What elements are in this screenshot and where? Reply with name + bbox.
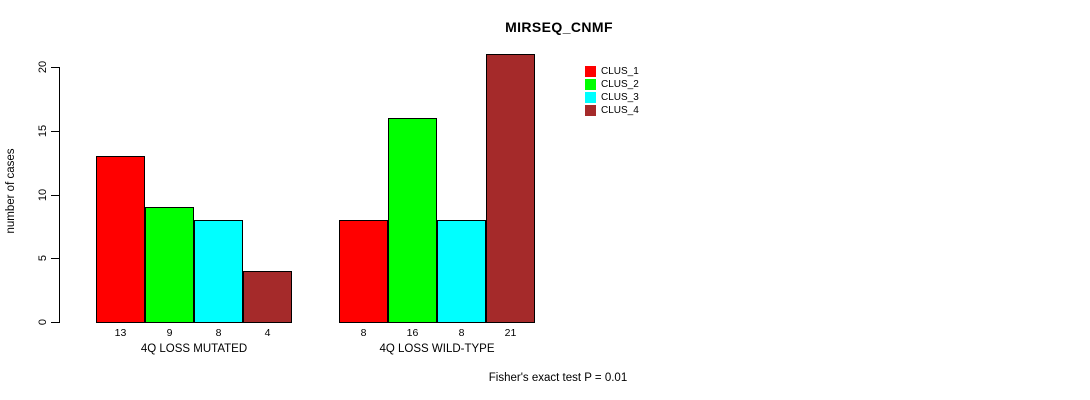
- bar-value-label: 8: [215, 327, 222, 339]
- legend-swatch-clus_3: [585, 92, 596, 103]
- bar-value-label: 9: [166, 327, 173, 339]
- stat-annotation: Fisher's exact test P = 0.01: [488, 372, 628, 384]
- legend-label: CLUS_3: [601, 92, 639, 103]
- y-tick-mark: [51, 322, 59, 323]
- legend-row: CLUS_3: [585, 91, 639, 104]
- bar-clus_3-group2: [437, 220, 486, 323]
- legend: CLUS_1 CLUS_2 CLUS_3 CLUS_4: [585, 65, 639, 117]
- bar-clus_2-group1: [145, 207, 194, 323]
- bar-value-label: 21: [504, 327, 517, 339]
- legend-row: CLUS_4: [585, 104, 639, 117]
- legend-swatch-clus_1: [585, 66, 596, 77]
- y-tick-mark: [51, 67, 59, 68]
- legend-label: CLUS_4: [601, 105, 639, 116]
- legend-label: CLUS_1: [601, 66, 639, 77]
- bar-value-label: 8: [360, 327, 367, 339]
- legend-row: CLUS_1: [585, 65, 639, 78]
- bar-value-label: 4: [264, 327, 271, 339]
- y-tick-label: 0: [37, 318, 49, 326]
- bar-value-label: 13: [114, 327, 127, 339]
- legend-row: CLUS_2: [585, 78, 639, 91]
- legend-label: CLUS_2: [601, 79, 639, 90]
- y-tick-label: 10: [37, 188, 49, 202]
- chart-title: MIRSEQ_CNMF: [505, 19, 613, 35]
- group-label: 4Q LOSS WILD-TYPE: [379, 343, 495, 355]
- y-tick-label: 20: [37, 60, 49, 74]
- bar-clus_2-group2: [388, 118, 437, 323]
- legend-swatch-clus_4: [585, 105, 596, 116]
- bar-clus_1-group1: [96, 156, 145, 323]
- y-tick-label: 15: [37, 124, 49, 138]
- bar-clus_4-group1: [243, 271, 292, 323]
- y-tick-mark: [51, 131, 59, 132]
- y-tick-label: 5: [37, 254, 49, 262]
- bar-clus_4-group2: [486, 54, 535, 323]
- y-axis-line: [59, 67, 60, 323]
- y-tick-mark: [51, 258, 59, 259]
- bar-clus_1-group2: [339, 220, 388, 323]
- group-label: 4Q LOSS MUTATED: [140, 343, 248, 355]
- bar-value-label: 8: [458, 327, 465, 339]
- bar-clus_3-group1: [194, 220, 243, 323]
- legend-swatch-clus_2: [585, 79, 596, 90]
- y-tick-mark: [51, 195, 59, 196]
- bar-value-label: 16: [406, 327, 419, 339]
